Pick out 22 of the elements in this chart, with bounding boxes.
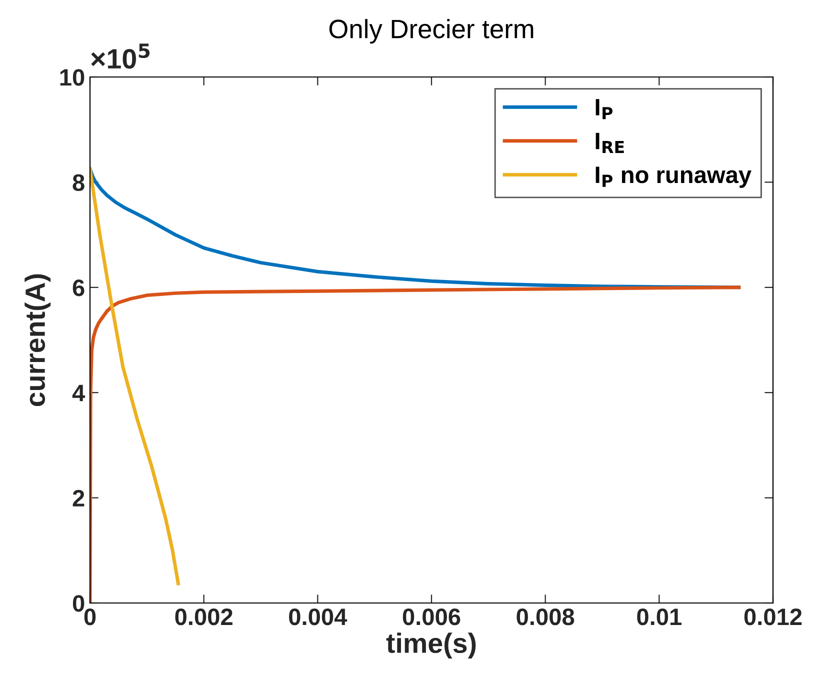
chart-title: Only Drecier term <box>329 18 534 44</box>
x-tick-label: 0.004 <box>289 608 348 626</box>
x-tick-label: 0.002 <box>175 608 232 626</box>
line-series <box>90 167 180 586</box>
x-tick-label: 0.006 <box>402 608 460 626</box>
x-tick-label: 0.01 <box>637 608 682 626</box>
text: ×10$^{5}$ <box>91 44 150 69</box>
line-series <box>90 286 741 603</box>
legend-label: I$_{RE}$ <box>596 132 624 153</box>
x-axis-title: time(s) <box>386 632 476 659</box>
legend-label: I$_{P}$ <box>596 99 612 120</box>
y-axis-title: current(A) <box>24 274 51 406</box>
y-tick-label: 6 <box>72 279 84 296</box>
y-tick-label: 2 <box>72 490 84 506</box>
y-tick-label: 0 <box>72 595 84 612</box>
x-tick-label: 0.012 <box>744 608 802 626</box>
y-tick-label: 10 <box>60 69 84 86</box>
x-tick-label: 0 <box>84 608 96 626</box>
legend-label: I$_{P}$ no runaway <box>596 166 752 188</box>
y-tick-label: 8 <box>72 174 84 191</box>
y-tick-label: 4 <box>72 384 86 402</box>
x-tick-label: 0.008 <box>516 608 574 626</box>
